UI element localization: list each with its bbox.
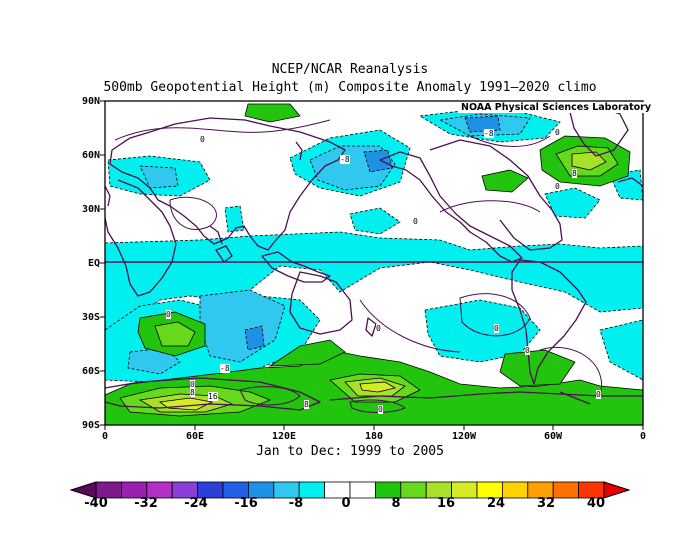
colorbar-label: -24 [184,496,208,511]
colorbar-label: 40 [586,496,606,511]
contour-label: 0 [555,182,560,191]
lat-label: 60S [81,366,100,377]
lon-label: 60W [543,431,563,442]
colorbar-label: 24 [486,496,506,511]
contour-label: 0 [525,346,530,355]
contour-label: 0 [494,324,499,333]
colorbar-label: 32 [536,496,556,511]
colorbar-label: 16 [436,496,456,511]
title-line-1: NCEP/NCAR Reanalysis [271,62,429,77]
colorbar-label: -16 [234,496,258,511]
contour-label: 0 [200,135,205,144]
colorbar-label: -32 [134,496,158,511]
contour-label: 0 [555,128,560,137]
lat-label: 90N [81,96,100,107]
lon-label: 60E [185,431,205,442]
contour-label: -8 [484,129,494,138]
lon-label: 180 [364,431,384,442]
lon-label: 120W [451,431,477,442]
contour-label: 0 [596,390,601,399]
title-line-2: 500mb Geopotential Height (m) Composite … [103,80,597,95]
lon-label: 0 [639,431,647,442]
colorbar-label: -8 [288,496,304,511]
lat-label: 60N [81,150,100,161]
negative-deep-regions [244,115,501,351]
lat-label: 90S [81,420,100,431]
contour-label: 8 [572,169,577,178]
axis-ticks [100,100,644,430]
contour-label: -8 [340,155,350,164]
colorbar-label: 8 [391,496,401,511]
lon-label: 0 [101,431,109,442]
lat-label: 30S [81,312,100,323]
colorbar-label: 0 [341,496,351,511]
contour-label: 0 [378,405,383,414]
lat-label: EQ [87,258,100,269]
contour-label: 0 [166,310,171,319]
colorbar-label: -40 [84,496,108,511]
lon-label: 120E [271,431,297,442]
credit-label: NOAA Physical Sciences Laboratory [458,102,655,113]
contour-label: 16 [208,392,218,401]
contour-label: 8 [190,388,195,397]
contour-label: 0 [190,380,195,389]
date-range-label: Jan to Dec: 1999 to 2005 [256,444,444,459]
contour-label: 0 [376,324,381,333]
contour-label: -8 [220,364,230,373]
coastlines [104,105,644,411]
contour-label: 8 [304,400,309,409]
contour-label: 0 [413,217,418,226]
lat-label: 30N [81,204,100,215]
